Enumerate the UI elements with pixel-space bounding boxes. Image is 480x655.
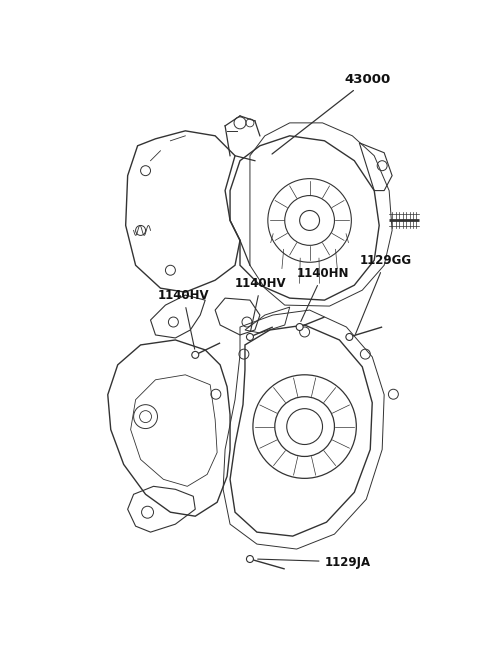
Text: 1140HN: 1140HN bbox=[297, 267, 349, 322]
Text: 1140HV: 1140HV bbox=[235, 277, 287, 331]
Text: 1129JA: 1129JA bbox=[258, 555, 371, 569]
Circle shape bbox=[246, 333, 253, 341]
Text: 43000: 43000 bbox=[272, 73, 391, 154]
Circle shape bbox=[296, 324, 303, 331]
Circle shape bbox=[246, 555, 253, 563]
Circle shape bbox=[346, 333, 353, 341]
Text: 1129GG: 1129GG bbox=[355, 254, 411, 335]
Text: 1140HV: 1140HV bbox=[157, 289, 209, 349]
Circle shape bbox=[192, 351, 199, 358]
